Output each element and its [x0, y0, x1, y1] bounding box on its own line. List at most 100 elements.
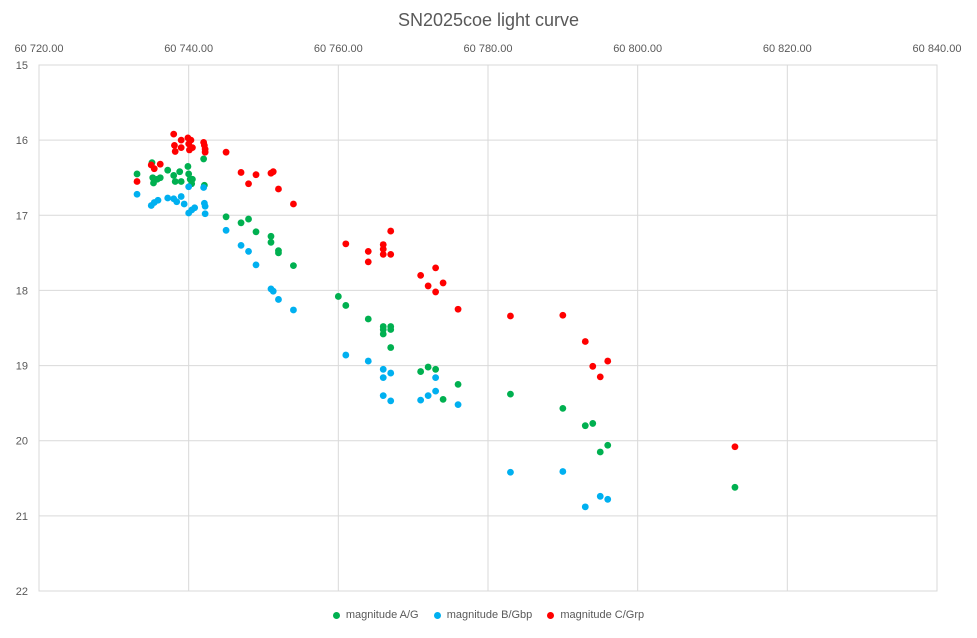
data-point	[184, 163, 192, 170]
data-point	[222, 226, 230, 234]
data-point	[417, 368, 425, 375]
y-tick-label: 16	[16, 135, 28, 147]
data-point	[454, 380, 462, 388]
data-points	[133, 130, 739, 511]
data-point	[201, 202, 209, 210]
data-point	[454, 401, 462, 409]
data-point	[237, 219, 245, 227]
legend-marker-a	[332, 611, 340, 619]
legend-item-a: magnitude A/G	[332, 609, 419, 621]
data-point	[267, 238, 275, 246]
data-point	[171, 178, 179, 185]
data-point	[201, 148, 209, 156]
data-point	[150, 165, 158, 173]
data-point	[342, 302, 350, 309]
data-point	[379, 365, 387, 373]
plot-frame	[38, 64, 938, 592]
data-point	[269, 168, 277, 176]
legend-marker-b	[433, 611, 441, 619]
data-point	[604, 441, 612, 449]
legend-item-c: magnitude C/Grp	[547, 609, 644, 621]
data-point	[334, 293, 342, 300]
x-tick-label: 60 760.00	[314, 43, 363, 55]
data-point	[589, 362, 597, 370]
legend-label-b: magnitude B/Gbp	[446, 609, 533, 621]
legend-label-a: magnitude A/G	[345, 609, 419, 621]
data-point	[432, 374, 440, 381]
data-point	[133, 178, 141, 185]
x-tick-label: 60 800.00	[613, 43, 662, 55]
data-point	[432, 365, 440, 373]
data-point	[432, 387, 440, 395]
data-point	[222, 213, 230, 221]
data-point	[191, 204, 199, 212]
data-point	[589, 420, 597, 427]
data-point	[189, 144, 196, 152]
data-point	[559, 405, 567, 412]
data-point	[200, 155, 208, 163]
data-point	[171, 142, 178, 149]
data-point	[379, 374, 387, 381]
y-tick-label: 20	[16, 436, 28, 448]
data-point	[275, 249, 282, 257]
data-point	[290, 262, 297, 270]
data-point	[245, 247, 252, 255]
x-tick-label: 60 740.00	[164, 43, 213, 55]
data-point	[387, 227, 395, 235]
data-point	[364, 247, 372, 255]
data-point	[290, 200, 297, 208]
data-point	[133, 190, 141, 198]
data-point	[379, 392, 387, 400]
data-point	[439, 395, 447, 403]
y-tick-label: 18	[16, 285, 28, 297]
data-point	[245, 180, 252, 188]
data-point	[275, 185, 282, 193]
data-point	[156, 174, 164, 182]
data-point	[267, 232, 275, 240]
data-point	[379, 330, 387, 338]
x-axis-ticks: 60 720.00 60 740.00 60 760.00 60 780.00 60 8…	[15, 43, 962, 55]
legend-marker-c	[547, 611, 555, 619]
data-point	[171, 148, 179, 155]
y-axis-ticks: 15 16 17 18 19 20 21 22	[16, 60, 28, 598]
data-point	[379, 245, 387, 253]
data-point	[581, 422, 589, 430]
data-point	[187, 136, 195, 144]
data-point	[290, 306, 297, 314]
legend-label-c: magnitude C/Grp	[560, 609, 645, 621]
y-tick-label: 22	[16, 586, 28, 598]
data-point	[245, 215, 252, 223]
data-point	[252, 171, 260, 179]
plot-area-border	[38, 64, 938, 592]
data-point	[180, 200, 188, 208]
data-point	[252, 261, 260, 269]
data-point	[507, 468, 514, 476]
x-tick-label: 60 720.00	[15, 43, 64, 55]
data-point	[364, 258, 372, 266]
x-tick-label: 60 780.00	[464, 43, 513, 55]
data-point	[581, 503, 589, 511]
y-tick-label: 15	[16, 60, 28, 72]
data-point	[379, 250, 387, 258]
data-point	[731, 483, 739, 491]
data-point	[604, 495, 612, 503]
data-point	[185, 170, 193, 178]
data-point	[222, 148, 230, 156]
data-point	[424, 392, 432, 400]
data-point	[387, 344, 395, 351]
data-point	[387, 369, 395, 377]
data-point	[364, 357, 372, 365]
series-1	[133, 183, 612, 511]
data-point	[507, 390, 514, 398]
data-point	[200, 184, 208, 191]
data-point	[439, 279, 447, 287]
x-tick-label: 60 840.00	[913, 43, 962, 55]
data-point	[170, 172, 178, 179]
data-point	[156, 160, 164, 168]
data-point	[387, 250, 395, 258]
data-point	[164, 194, 172, 202]
data-point	[237, 169, 245, 176]
data-point	[173, 198, 181, 206]
x-tick-label: 60 820.00	[763, 43, 812, 55]
